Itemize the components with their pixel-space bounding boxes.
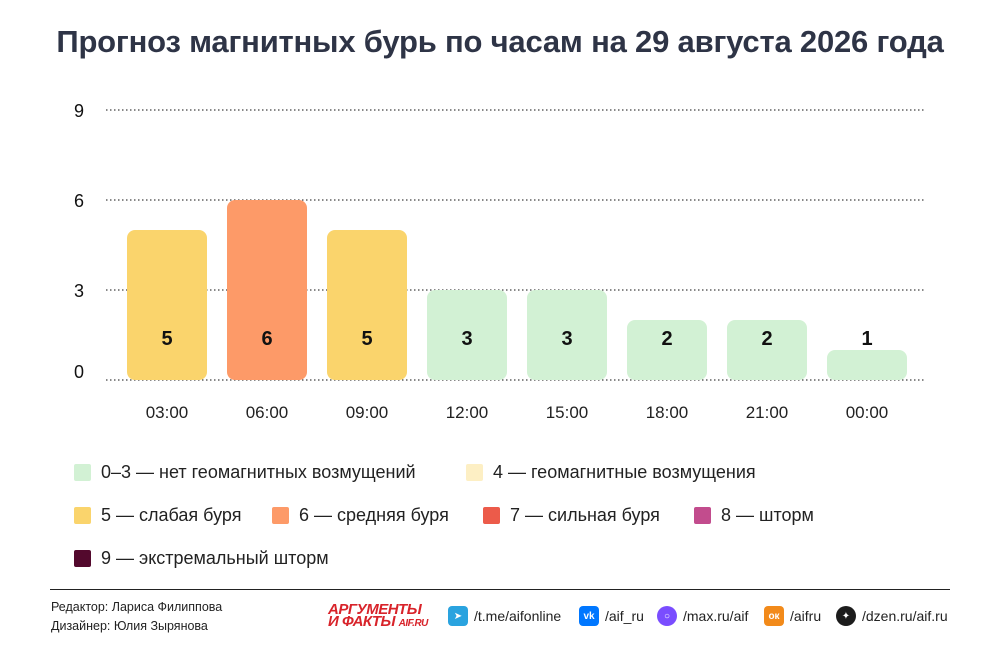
legend-item: 0–3 — нет геомагнитных возмущений	[74, 462, 416, 483]
legend-label: 5 — слабая буря	[101, 505, 242, 525]
legend-swatch	[74, 550, 91, 567]
legend-swatch	[74, 464, 91, 481]
legend-label: 9 — экстремальный шторм	[101, 548, 329, 568]
x-tick-label: 21:00	[746, 403, 789, 422]
y-tick-label: 6	[74, 191, 84, 211]
bar	[527, 290, 607, 380]
legend-swatch	[74, 507, 91, 524]
designer-credit: Дизайнер: Юлия Зырянова	[51, 619, 208, 633]
logo-line-2: И ФАКТЫ	[328, 613, 396, 630]
legend-label: 0–3 — нет геомагнитных возмущений	[101, 462, 416, 482]
legend-item: 8 — шторм	[694, 505, 814, 526]
data-label: 1	[861, 328, 872, 350]
social-link-label: /t.me/aifonline	[474, 608, 562, 624]
data-label: 6	[261, 328, 272, 350]
legend-swatch	[694, 507, 711, 524]
bar-chart: 0 3 6 9 5 03:00 6 06:00 5 09:00 3 12:00 3 15:00 2 18:00…	[74, 101, 926, 422]
x-tick-label: 03:00	[146, 403, 189, 422]
legend-item: 4 — геомагнитные возмущения	[466, 462, 756, 483]
bar	[727, 320, 807, 380]
dzen-icon: ✦	[836, 606, 856, 626]
social-link-label: /dzen.ru/aif.ru	[862, 608, 948, 624]
x-tick-label: 06:00	[246, 403, 289, 422]
telegram-icon: ➤	[448, 606, 468, 626]
social-link[interactable]: vk/aif_ru	[579, 606, 644, 626]
aif-logo[interactable]: АРГУМЕНТЫ И ФАКТЫ AIF.RU	[328, 601, 436, 632]
bar	[327, 230, 407, 380]
data-label: 5	[361, 328, 372, 350]
bar	[827, 350, 907, 380]
legend-swatch	[483, 507, 500, 524]
odnoklassniki-icon: ок	[764, 606, 784, 626]
bar	[127, 230, 207, 380]
legend-item: 5 — слабая буря	[74, 505, 241, 526]
x-tick-label: 09:00	[346, 403, 389, 422]
footer-divider	[50, 589, 950, 590]
data-label: 3	[561, 328, 572, 350]
x-tick-label: 18:00	[646, 403, 689, 422]
legend-item: 9 — экстремальный шторм	[74, 548, 329, 569]
legend-label: 8 — шторм	[721, 505, 814, 525]
data-label: 3	[461, 328, 472, 350]
bar	[427, 290, 507, 380]
x-tick-label: 00:00	[846, 403, 889, 422]
y-tick-label: 3	[74, 281, 84, 301]
y-tick-label: 0	[74, 362, 84, 382]
chart-title: Прогноз магнитных бурь по часам на 29 ав…	[56, 24, 944, 59]
bar	[227, 200, 307, 380]
y-tick-label: 9	[74, 101, 84, 121]
data-label: 5	[161, 328, 172, 350]
legend-swatch	[466, 464, 483, 481]
social-link[interactable]: ○ /max.ru/aif	[657, 606, 748, 626]
social-link[interactable]: ➤ /t.me/aifonline	[448, 606, 561, 626]
legend-swatch	[272, 507, 289, 524]
legend-label: 4 — геомагнитные возмущения	[493, 462, 756, 482]
legend-label: 6 — средняя буря	[299, 505, 449, 525]
x-tick-label: 15:00	[546, 403, 589, 422]
bar	[627, 320, 707, 380]
x-tick-label: 12:00	[446, 403, 489, 422]
social-link[interactable]: ок/aifru	[764, 606, 821, 626]
credits: Редактор: Лариса Филиппова Дизайнер: Юли…	[51, 598, 222, 636]
editor-credit: Редактор: Лариса Филиппова	[51, 600, 223, 614]
logo-domain: AIF.RU	[398, 618, 429, 629]
vk-icon: vk	[579, 606, 599, 626]
max-icon: ○	[657, 606, 677, 626]
legend-item: 6 — средняя буря	[272, 505, 449, 526]
social-link[interactable]: ✦ /dzen.ru/aif.ru	[836, 606, 948, 626]
logo-line-1: АРГУМЕНТЫ	[328, 601, 422, 618]
data-label: 2	[661, 328, 672, 350]
legend-item: 7 — сильная буря	[483, 505, 660, 526]
legend-label: 7 — сильная буря	[510, 505, 660, 525]
data-label: 2	[761, 328, 772, 350]
social-link-label: /aifru	[790, 608, 822, 624]
social-link-label: /max.ru/aif	[683, 608, 749, 624]
social-link-label: /aif_ru	[605, 608, 644, 624]
